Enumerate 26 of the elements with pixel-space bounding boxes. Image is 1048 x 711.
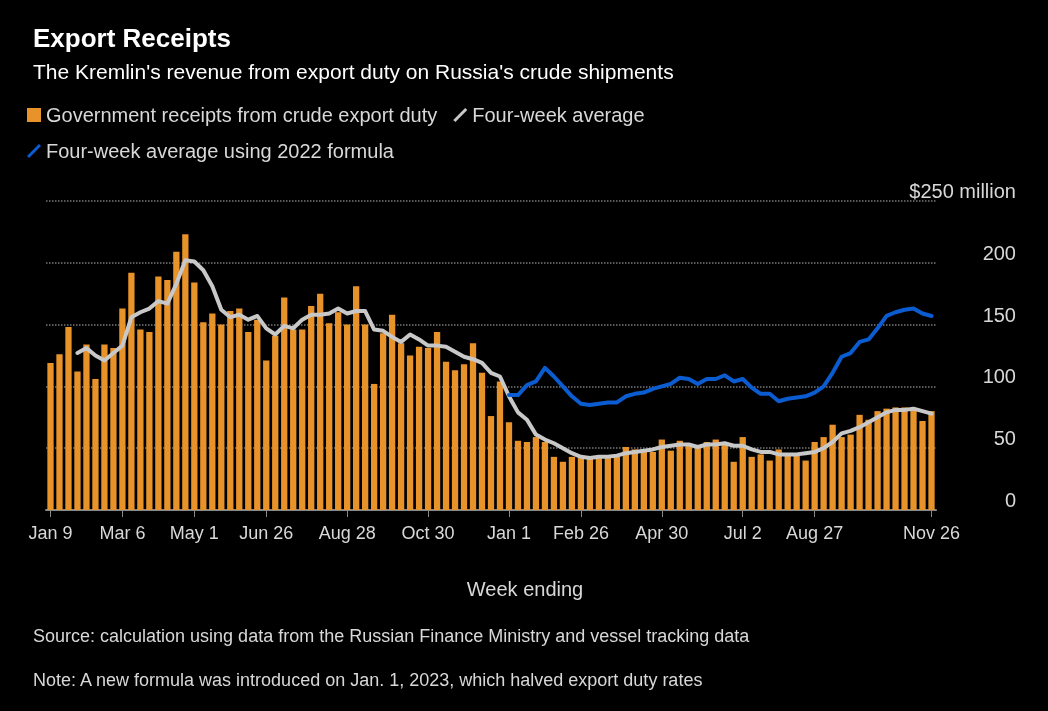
y-tick-label: $250 million [909, 180, 1016, 202]
y-tick-label: 200 [982, 241, 1016, 264]
legend-label: Four-week average using 2022 formula [46, 140, 395, 162]
text: Note: A new formula was introduced on Jan. 1, 2023, which halved export duty rates [33, 670, 703, 690]
x-tick-label: Jun 26 [239, 523, 294, 543]
legend-label: Government receipts from crude export duty [46, 104, 438, 126]
y-tick-label: 50 [993, 427, 1016, 450]
x-tick-label: Feb 26 [552, 523, 609, 543]
chart-subtitle: The Kremlin's revenue from export duty on Russia's crude shipments [33, 60, 674, 83]
x-tick-label: Jul 2 [723, 523, 762, 543]
chart-title: Export Receipts [33, 23, 231, 53]
y-tick-label: 150 [982, 303, 1016, 326]
x-tick-label: Mar 6 [99, 523, 146, 543]
x-tick-label: May 1 [169, 523, 219, 543]
x-tick-label: Oct 30 [401, 523, 455, 543]
x-tick-label: Apr 30 [635, 523, 689, 543]
x-tick-label: Aug 28 [318, 523, 376, 543]
x-tick-label: Aug 27 [786, 523, 844, 543]
source-note: Source: calculation using data from the Russian Finance Ministry and vessel tracking data [33, 626, 751, 646]
x-tick-label: Jan 9 [28, 523, 73, 543]
x-axis-title: Week ending [466, 578, 584, 600]
legend-label: Four-week average [472, 104, 645, 126]
y-tick-label: 0 [1004, 489, 1016, 511]
x-tick-label: Nov 26 [902, 523, 961, 543]
y-tick-label: 100 [982, 365, 1016, 388]
x-tick-label: Jan 1 [486, 523, 531, 543]
